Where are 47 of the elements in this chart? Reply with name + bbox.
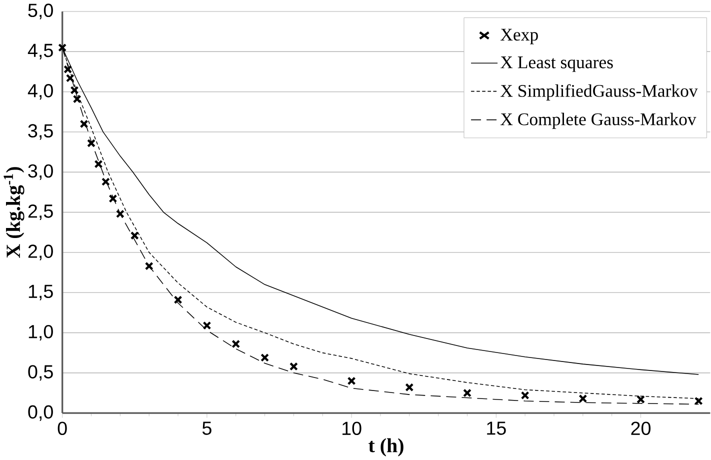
y-tick-label: 4,0 [28,84,53,100]
legend-label: X Complete Gauss-Markov [500,112,696,129]
x-tick-label: 5 [202,422,212,435]
y-tick-label: 1,5 [28,284,53,300]
point [520,391,530,400]
point [116,210,124,218]
point [347,376,356,386]
y-axis-title: X (kg.kg$^{-1}$) [4,167,24,258]
point [66,74,74,82]
point [462,388,472,398]
point [70,86,79,94]
y-tick-label: 5,0 [28,4,53,20]
point [694,396,703,406]
point [130,231,139,240]
point [405,383,414,392]
y-tick-label: 0,5 [28,365,53,381]
x-axis-title: t (h) [368,438,404,456]
x-tick-label: 0 [58,422,67,436]
x-tick-label: 20 [631,422,651,436]
legend-label: X Least squares [500,56,613,72]
point [101,177,110,186]
x-tick-label: 10 [342,422,362,436]
point [58,43,67,52]
y-tick-label: 3,5 [28,124,53,140]
y-tick-label: 0,0 [28,405,53,421]
point [64,65,72,74]
legend-label: X SimplifiedGauss-Markov [500,84,698,100]
point [260,353,270,362]
y-tick-label: 4,5 [28,44,53,60]
y-tick-label: 2,0 [28,244,53,260]
y-tick-label: 1,0 [28,324,53,341]
point [289,362,298,371]
point [94,160,103,168]
point [578,394,588,403]
y-tick-label: 3,0 [28,164,53,180]
y-tick-label: 2,5 [28,204,53,220]
legend-label: Xexp [500,28,538,44]
point [72,94,82,104]
x-tick-label: 15 [487,422,506,435]
point [80,120,88,128]
point [174,296,182,304]
point [636,395,646,404]
point [202,321,212,330]
point [108,194,118,203]
point [87,138,96,148]
point [232,340,240,348]
point [144,262,154,270]
